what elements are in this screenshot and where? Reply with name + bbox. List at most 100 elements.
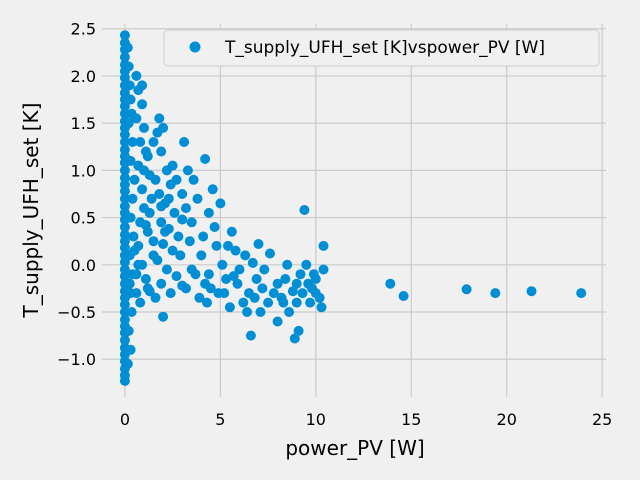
data-point: [291, 297, 302, 308]
data-point: [238, 297, 249, 308]
grid: [102, 24, 606, 397]
data-point: [165, 288, 176, 299]
data-point: [242, 307, 253, 317]
data-point: [224, 302, 235, 313]
data-point: [156, 278, 167, 289]
data-point: [177, 214, 188, 225]
data-point: [249, 292, 260, 303]
data-point: [128, 231, 139, 242]
data-point: [127, 137, 138, 147]
data-point: [177, 189, 188, 199]
y-tick-label: 0.0: [71, 256, 96, 275]
data-point: [169, 207, 180, 218]
data-point: [119, 222, 130, 232]
data-point: [203, 269, 214, 280]
data-point: [186, 264, 197, 275]
data-point: [251, 274, 262, 284]
data-point: [131, 269, 142, 280]
x-tick-labels: 0 5 10 15 20 25: [120, 410, 613, 429]
data-point: [257, 283, 268, 294]
y-tick-label: −1.0: [57, 350, 96, 369]
data-point: [272, 316, 283, 327]
data-point: [171, 271, 182, 282]
data-point: [226, 226, 237, 237]
data-point: [310, 288, 321, 299]
data-point: [122, 358, 133, 369]
data-point: [184, 236, 195, 247]
data-point: [154, 189, 165, 199]
y-tick-label: 0.5: [71, 209, 96, 228]
data-point: [119, 165, 130, 176]
data-point: [125, 155, 136, 166]
data-point: [194, 292, 205, 303]
data-point: [209, 222, 220, 232]
data-point: [156, 146, 167, 157]
data-point: [255, 307, 266, 317]
data-point: [119, 52, 130, 63]
data-point: [245, 330, 256, 341]
data-point: [125, 212, 136, 223]
data-point: [137, 99, 148, 110]
data-point: [301, 259, 312, 270]
data-point: [156, 201, 167, 212]
data-point: [161, 264, 172, 275]
data-point: [287, 286, 298, 297]
data-point: [137, 80, 148, 91]
data-point: [318, 240, 329, 251]
data-point: [173, 231, 184, 242]
data-point: [398, 291, 409, 301]
data-point: [139, 122, 149, 133]
data-point: [293, 325, 304, 336]
data-point: [284, 307, 295, 317]
data-point: [137, 184, 148, 195]
x-tick-label: 15: [401, 410, 421, 429]
x-tick-label: 10: [306, 410, 326, 429]
data-point: [122, 42, 133, 53]
data-point: [171, 174, 182, 185]
data-point: [160, 226, 170, 237]
data-point: [175, 250, 186, 261]
data-point: [282, 259, 293, 270]
data-point: [154, 113, 165, 124]
data-point: [148, 236, 159, 247]
data-point: [131, 70, 142, 81]
data-point: [119, 101, 130, 112]
data-point: [186, 217, 197, 228]
data-point: [158, 311, 169, 322]
data-point: [140, 220, 151, 231]
data-point: [203, 207, 214, 218]
data-point: [232, 278, 243, 289]
data-points: [119, 30, 587, 386]
data-point: [119, 72, 130, 83]
data-point: [385, 278, 396, 289]
data-point: [316, 302, 327, 313]
data-point: [119, 375, 130, 386]
data-point: [150, 174, 161, 185]
x-tick-label: 0: [120, 410, 130, 429]
y-tick-label: −0.5: [57, 303, 96, 322]
data-point: [142, 151, 153, 162]
data-point: [131, 288, 142, 299]
data-point: [192, 193, 203, 204]
data-point: [576, 288, 587, 299]
data-point: [234, 264, 245, 275]
data-point: [259, 264, 270, 275]
data-point: [119, 299, 130, 310]
y-tick-label: 2.5: [71, 20, 96, 39]
data-point: [127, 193, 138, 204]
data-point: [133, 259, 144, 270]
data-point: [221, 274, 232, 284]
data-point: [278, 297, 289, 308]
data-point: [119, 242, 130, 253]
data-point: [490, 288, 501, 299]
data-point: [268, 288, 279, 299]
data-point: [123, 118, 134, 129]
data-point: [188, 174, 199, 185]
data-point: [291, 278, 302, 289]
legend-box: [163, 29, 600, 67]
data-point: [119, 129, 130, 140]
data-point: [131, 113, 142, 124]
data-point: [140, 274, 151, 284]
x-tick-label: 5: [215, 410, 225, 429]
